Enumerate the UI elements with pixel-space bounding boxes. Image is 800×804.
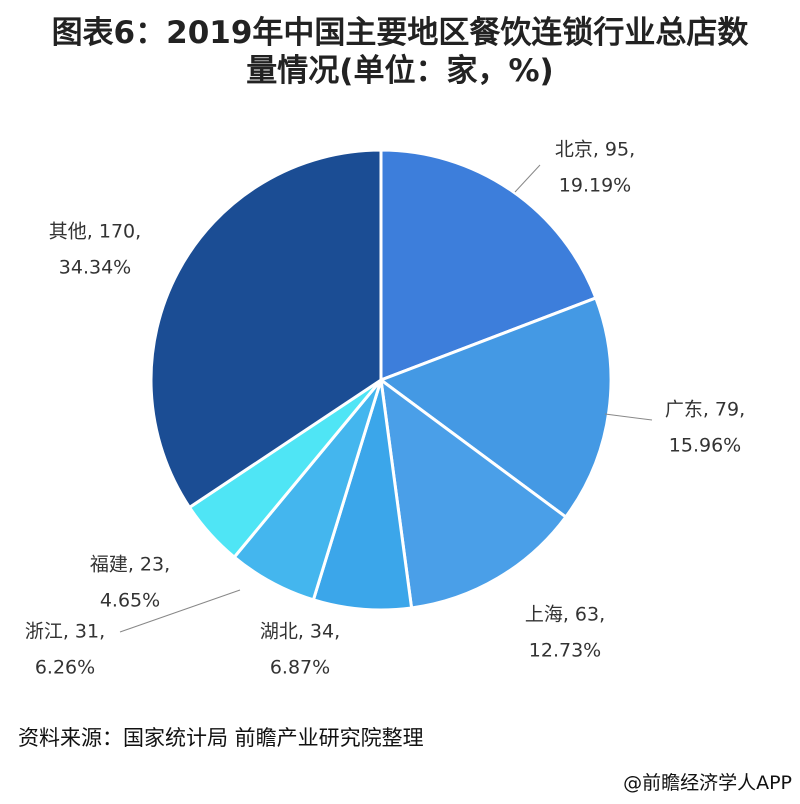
percent-label: 12.73% <box>529 640 601 662</box>
percent-label: 4.65% <box>100 590 160 612</box>
percent-label: 19.19% <box>559 175 631 197</box>
chart: 北京, 95, 19.19% 广东, 79, 15.96% 上海, 63, 12.73% 湖… <box>25 139 745 679</box>
pie-slice <box>379 376 568 610</box>
data-label: 北京, 95, <box>555 139 635 161</box>
data-label: 广东, 79, <box>665 399 745 421</box>
footer: @前瞻经济学人APP <box>623 772 792 794</box>
pie-slice <box>377 295 613 520</box>
pie-slice <box>379 148 598 383</box>
leader-line <box>119 589 241 633</box>
pie-slice <box>149 148 383 510</box>
percent-label: 6.26% <box>35 657 95 679</box>
leader-line <box>604 413 653 421</box>
percent-label: 6.87% <box>270 657 330 679</box>
percent-label: 34.34% <box>59 257 131 279</box>
chart-title: 图表6：2019年中国主要地区餐饮连锁行业总店数量情况(单位：家，%) <box>51 15 749 89</box>
leader-line <box>514 164 541 193</box>
data-label: 福建, 23, <box>90 554 170 576</box>
data-label: 其他, 170, <box>49 221 141 243</box>
percent-label: 15.96% <box>669 435 741 457</box>
data-label: 上海, 63, <box>525 604 605 626</box>
source-note: 资料来源：国家统计局 前瞻产业研究院整理 <box>18 726 424 750</box>
data-label: 湖北, 34, <box>260 621 340 643</box>
data-label: 浙江, 31, <box>25 621 105 643</box>
